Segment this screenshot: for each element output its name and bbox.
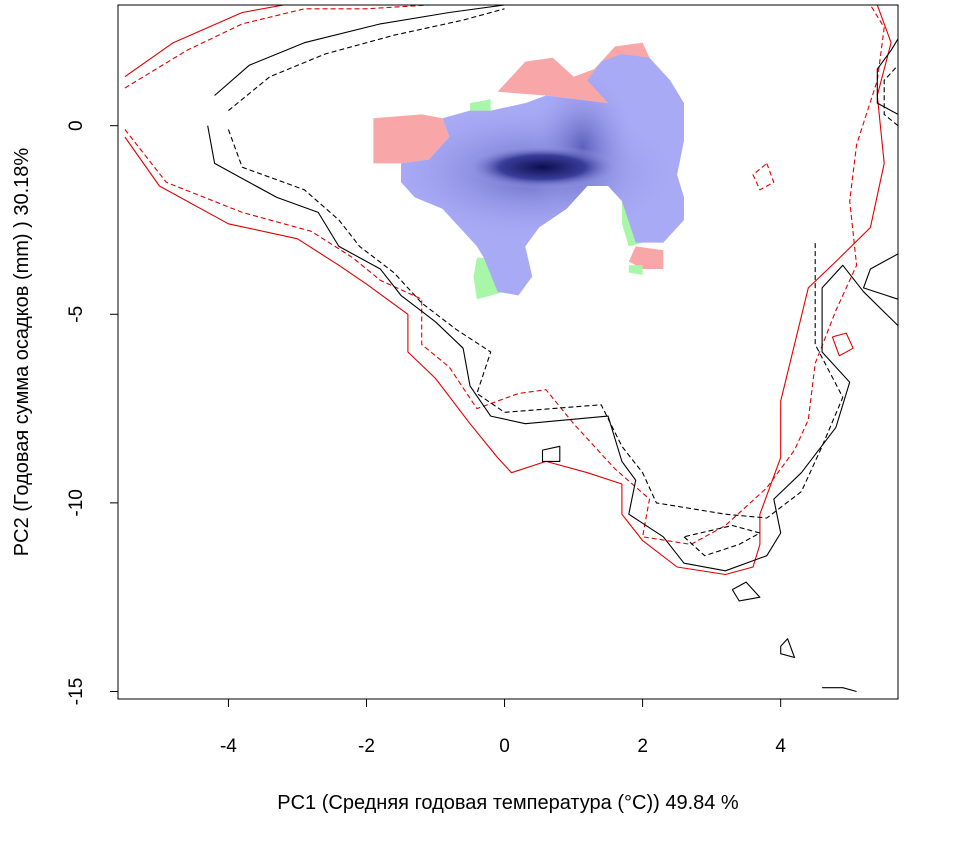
density-region-only-series-a — [373, 114, 450, 164]
density-region-only-series-a — [628, 246, 664, 269]
x-tick-label: -2 — [358, 736, 375, 757]
x-tick-label: 4 — [775, 736, 786, 757]
contour-red-dashed — [752, 162, 775, 191]
contour-black-dashed — [228, 8, 505, 112]
density-region-only-series-b — [470, 99, 491, 111]
contour-red-solid — [831, 332, 854, 357]
contour-black-solid — [822, 687, 857, 693]
y-axis-title: PC2 (Годовая сумма осадков (mm) ) 30.18% — [11, 148, 33, 557]
contour-black-dashed — [683, 524, 761, 557]
contour-red-solid — [124, 5, 294, 78]
contour-black-solid — [207, 125, 898, 572]
contour-black-solid — [731, 581, 761, 602]
y-axis: 0 -5 -10 -15 — [66, 120, 119, 705]
contour-lines — [124, 5, 898, 693]
y-tick-label: 0 — [66, 120, 87, 131]
contour-black-solid — [214, 5, 505, 96]
x-tick-label: 0 — [499, 736, 510, 757]
contour-black-solid — [541, 445, 561, 462]
contour-black-solid — [862, 253, 898, 300]
density-region-only-series-b — [628, 265, 643, 275]
contour-red-dashed — [124, 5, 885, 545]
contour-black-dashed — [227, 129, 844, 519]
y-tick-label: -10 — [66, 489, 87, 516]
x-tick-label: -4 — [220, 736, 237, 757]
x-axis-title: PC1 (Средняя годовая температура (°C)) 4… — [277, 792, 739, 814]
contour-black-solid — [780, 638, 796, 659]
contour-black-dashed — [883, 64, 898, 127]
contour-red-solid — [124, 5, 892, 576]
contour-red-dashed — [124, 5, 429, 89]
density-peak — [464, 145, 621, 190]
x-axis: -4 -2 0 2 4 — [220, 698, 786, 757]
y-tick-label: -5 — [66, 306, 87, 323]
y-tick-label: -15 — [66, 678, 87, 705]
x-tick-label: 2 — [637, 736, 648, 757]
